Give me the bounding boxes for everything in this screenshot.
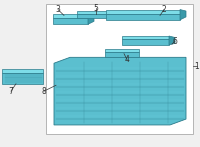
Text: 2: 2 xyxy=(162,5,166,14)
Polygon shape xyxy=(77,11,109,14)
Polygon shape xyxy=(106,10,180,14)
Text: 1: 1 xyxy=(195,62,199,71)
Polygon shape xyxy=(105,52,139,57)
Text: 6: 6 xyxy=(173,37,177,46)
Polygon shape xyxy=(2,73,43,84)
Bar xyxy=(46,4,193,134)
Polygon shape xyxy=(54,57,186,125)
Text: 5: 5 xyxy=(94,4,98,13)
Polygon shape xyxy=(122,36,169,39)
Text: 7: 7 xyxy=(9,87,13,96)
Polygon shape xyxy=(53,18,88,24)
Polygon shape xyxy=(106,14,180,20)
Polygon shape xyxy=(169,36,175,45)
Polygon shape xyxy=(105,49,139,52)
Polygon shape xyxy=(77,14,109,18)
Text: 3: 3 xyxy=(56,5,60,14)
Polygon shape xyxy=(53,14,88,18)
Polygon shape xyxy=(122,39,169,45)
Text: 8: 8 xyxy=(42,87,46,96)
Polygon shape xyxy=(88,14,94,24)
Polygon shape xyxy=(2,69,43,73)
Polygon shape xyxy=(180,10,186,20)
Text: 4: 4 xyxy=(125,55,129,64)
